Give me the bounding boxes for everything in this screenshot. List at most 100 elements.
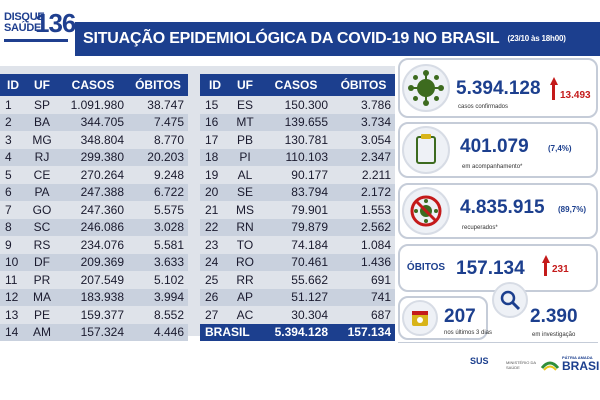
logo-text: DISQUE SAÚDE <box>4 11 45 34</box>
cell-id: 18 <box>200 148 230 166</box>
cell-casos: 344.705 <box>58 113 128 131</box>
cell-obitos: 4.446 <box>128 323 188 341</box>
cell-casos: 51.127 <box>260 288 332 306</box>
cell-id: 3 <box>5 132 12 147</box>
confirmed-label: casos confirmados <box>458 104 509 110</box>
cell-casos: 299.380 <box>58 148 128 166</box>
cell-id: 1 <box>5 97 12 112</box>
cell-uf: RN <box>230 218 260 236</box>
cell-id: 11 <box>5 272 18 287</box>
table-row: 10 DF 209.369 3.633 <box>0 253 188 271</box>
cell-uf: TO <box>236 237 254 252</box>
table-row: 2 BA 344.705 7.475 <box>0 113 188 131</box>
table-row: 4 RJ 299.380 20.203 <box>0 148 188 166</box>
cell-obitos: 3.054 <box>360 132 391 147</box>
cell-id: 6 <box>0 183 26 201</box>
title-bar: SITUAÇÃO EPIDEMIOLÓGICA DA COVID-19 NO B… <box>75 22 600 56</box>
confirmed-increase: 13.493 <box>560 90 591 101</box>
col-header-obitos: ÓBITOS <box>128 74 188 96</box>
deaths-increase: 231 <box>552 264 569 275</box>
cell-casos: 209.369 <box>58 253 128 271</box>
table-row: 15 ES 150.300 3.786 <box>200 96 395 114</box>
cell-id: 26 <box>200 288 230 306</box>
last-3-days-value: 207 <box>444 306 476 327</box>
cell-obitos: 5.581 <box>153 237 184 252</box>
cell-casos: 83.794 <box>260 183 332 201</box>
cell-casos: 183.938 <box>58 288 128 306</box>
cell-uf: SE <box>230 183 260 201</box>
col-header-id: ID <box>200 74 230 96</box>
total-obitos: 157.134 <box>332 323 395 341</box>
table-row: 12 MA 183.938 3.994 <box>0 288 188 306</box>
recovered-card: 4.835.915 (89,7%) recuperados* <box>398 183 598 239</box>
total-casos: 5.394.128 <box>260 323 332 341</box>
table-row: 26 AP 51.127 741 <box>200 288 395 306</box>
cell-id: 10 <box>0 253 26 271</box>
cell-id: 27 <box>205 307 219 322</box>
cell-id: 4 <box>0 148 26 166</box>
cell-id: 22 <box>200 218 230 236</box>
table-row: 23 TO 74.184 1.084 <box>200 236 395 254</box>
table-row: 5 CE 270.264 9.248 <box>0 166 188 184</box>
table-row: 24 RO 70.461 1.436 <box>200 253 395 271</box>
table-row: 13 PE 159.377 8.552 <box>0 306 188 324</box>
monitoring-pct: (7,4%) <box>548 144 572 153</box>
cell-obitos: 1.553 <box>360 202 391 217</box>
table-row: 11 PR 207.549 5.102 <box>0 271 188 289</box>
state-table-panel: ID UF CASOS ÓBITOS 1 SP 1.091.980 38.747 2 BA… <box>0 66 395 341</box>
cell-uf: AP <box>230 288 260 306</box>
table-row: 22 RN 79.879 2.562 <box>200 218 395 236</box>
disque-saude-logo: DISQUE SAÚDE 136 <box>2 6 76 46</box>
cell-id: 2 <box>0 113 26 131</box>
cell-uf: MG <box>32 132 52 147</box>
recovered-value: 4.835.915 <box>460 197 545 218</box>
cell-id: 12 <box>0 288 26 306</box>
report-date: (23/10 às 18h00) <box>507 34 566 44</box>
table-row: 27 AC 30.304 687 <box>200 306 395 324</box>
table-row: 17 PB 130.781 3.054 <box>200 131 395 149</box>
cell-id: 14 <box>0 323 26 341</box>
cell-casos: 110.103 <box>260 148 332 166</box>
cell-casos: 150.300 <box>284 97 328 112</box>
page-title: SITUAÇÃO EPIDEMIOLÓGICA DA COVID-19 NO B… <box>83 30 566 47</box>
cell-obitos: 5.575 <box>153 202 184 217</box>
cell-obitos: 3.786 <box>360 97 391 112</box>
table-row: 19 AL 90.177 2.211 <box>200 166 395 184</box>
investigation-card: 2.390 em investigação <box>492 282 598 340</box>
cell-obitos: 2.347 <box>332 148 395 166</box>
cell-casos: 247.388 <box>58 183 128 201</box>
cell-uf: RO <box>230 253 260 271</box>
cell-casos: 55.662 <box>291 272 328 287</box>
gov-brasil-logo: PÁTRIA AMADA BRASIL <box>540 354 600 374</box>
cell-uf: MT <box>230 113 260 131</box>
cell-obitos: 1.436 <box>332 253 395 271</box>
col-header-casos: CASOS <box>58 74 128 96</box>
cell-uf: CE <box>33 167 51 182</box>
cell-obitos: 8.770 <box>153 132 184 147</box>
cell-uf: PE <box>33 307 50 322</box>
cell-id: 7 <box>5 202 12 217</box>
deaths-increase-arrow <box>544 262 547 276</box>
cell-uf: BA <box>26 113 58 131</box>
sus-logo: SUS <box>470 356 489 366</box>
last-3-days-label: nos últimos 3 dias <box>444 330 493 336</box>
cell-obitos: 8.552 <box>153 307 184 322</box>
cell-obitos: 691 <box>370 272 391 287</box>
total-row: BRASIL 5.394.128 157.134 <box>200 323 395 341</box>
cell-uf: AC <box>236 307 254 322</box>
cell-casos: 79.901 <box>291 202 328 217</box>
table-row: 21 MS 79.901 1.553 <box>200 201 395 219</box>
cell-id: 21 <box>205 202 219 217</box>
investigation-label: em investigação <box>532 332 576 338</box>
cell-obitos: 1.084 <box>360 237 391 252</box>
cell-casos: 247.360 <box>80 202 124 217</box>
cell-casos: 70.461 <box>260 253 332 271</box>
cell-id: 16 <box>200 113 230 131</box>
virus-icon <box>402 64 450 112</box>
gov-tagline: PÁTRIA AMADA <box>562 355 593 360</box>
monitoring-card: 401.079 (7,4%) em acompanhamento* <box>398 122 598 178</box>
ministerio-logo: MINISTÉRIO DA SAÚDE <box>506 360 537 370</box>
cell-obitos: 9.248 <box>153 167 184 182</box>
col-header-uf: UF <box>26 74 58 96</box>
cell-uf: MS <box>236 202 254 217</box>
